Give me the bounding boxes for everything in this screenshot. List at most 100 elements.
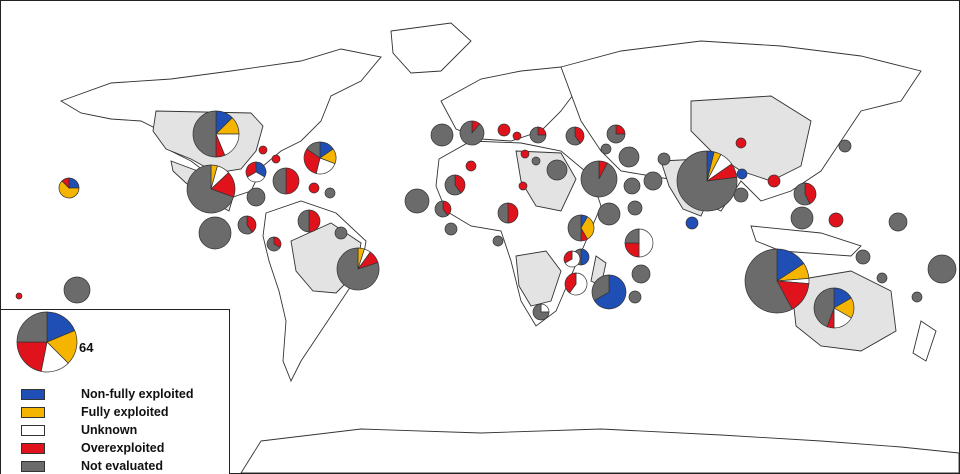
map-pie-chart — [308, 182, 320, 194]
map-pie-chart — [444, 222, 458, 236]
pie-slice-ne — [631, 264, 651, 284]
map-pie-chart — [685, 216, 699, 230]
map-pie-chart — [192, 110, 240, 158]
map-pie-chart — [271, 154, 281, 164]
legend-swatch — [21, 442, 45, 454]
pie-slice-oe — [454, 174, 466, 194]
pie-slice-ne — [618, 146, 640, 168]
legend-item-non-fully-exploited: Non-fully exploited — [21, 387, 194, 401]
pie-slice-ne — [643, 171, 663, 191]
map-pie-chart — [564, 272, 588, 296]
pie-slice-oe — [518, 181, 528, 191]
pie-slice-nfe — [736, 168, 748, 180]
pie-slice-ne — [855, 249, 871, 265]
map-pie-chart — [497, 202, 519, 224]
new-zealand — [912, 320, 937, 362]
map-pie-chart — [459, 120, 485, 146]
legend-label: Non-fully exploited — [81, 387, 194, 401]
pie-slice-ne — [198, 216, 232, 250]
pie-slice-ne — [430, 123, 454, 147]
pie-slice-oe — [285, 167, 300, 195]
pie-charts — [15, 110, 957, 329]
pie-slice-ne — [246, 187, 266, 207]
map-pie-chart — [736, 168, 748, 180]
pie-slice-ne — [186, 164, 235, 214]
pie-slice-ne — [627, 200, 643, 216]
pie-slice-ne — [306, 141, 321, 159]
pie-slice-ne — [434, 200, 449, 218]
pie-slice-unk — [569, 272, 588, 296]
pie-slice-ne — [606, 124, 626, 144]
pie-slice-ne — [63, 276, 91, 304]
pie-slice-nfe — [593, 274, 627, 310]
map-pie-chart — [927, 254, 957, 284]
pie-slice-ne — [600, 143, 612, 155]
pie-slice-ne — [404, 188, 430, 214]
map-pie-chart — [497, 123, 511, 137]
pie-slice-nfe — [685, 216, 699, 230]
pie-slice-oe — [520, 149, 530, 159]
map-pie-chart — [266, 236, 282, 252]
map-pie-chart — [531, 156, 541, 166]
pie-slice-unk — [638, 228, 654, 258]
pie-slice-ne — [272, 167, 287, 195]
pie-slice-ne — [324, 187, 336, 199]
pie-slice-ne — [192, 110, 217, 158]
pie-slice-oe — [245, 161, 257, 178]
map-pie-chart — [744, 248, 810, 314]
map-pie-chart — [186, 164, 236, 214]
map-pie-chart — [58, 177, 80, 199]
map-pie-chart — [676, 150, 738, 212]
southern-africa — [515, 250, 562, 307]
greenland — [390, 22, 472, 74]
pie-slice-ne — [532, 303, 550, 321]
pie-slice-oe — [804, 182, 817, 205]
map-pie-chart — [813, 287, 855, 329]
pie-slice-ne — [567, 214, 582, 242]
map-pie-chart — [245, 161, 267, 183]
map-pie-chart — [793, 182, 817, 206]
pie-slice-ne — [813, 287, 835, 328]
legend-item-unknown: Unknown — [21, 423, 137, 437]
pie-slice-ne — [624, 228, 640, 244]
map-pie-chart — [492, 235, 504, 247]
map-pie-chart — [591, 274, 627, 310]
map-pie-chart — [63, 276, 91, 304]
pie-slice-oe — [735, 137, 747, 149]
pie-slice-oe — [246, 215, 257, 233]
map-pie-chart — [336, 247, 380, 291]
map-pie-chart — [618, 146, 640, 168]
map-pie-chart — [567, 214, 595, 242]
pie-slice-ne — [838, 139, 852, 153]
pie-slice-ne — [876, 272, 888, 284]
map-pie-chart — [258, 145, 268, 155]
map-pie-chart — [565, 126, 585, 146]
pie-slice-ne — [790, 206, 814, 230]
pie-slice-ne — [591, 274, 610, 301]
pie-slice-oe — [564, 272, 577, 294]
legend-item-not-evaluated: Not evaluated — [21, 459, 163, 473]
pie-slice-oe — [512, 131, 522, 141]
pie-slice-oe — [308, 209, 321, 233]
map-pie-chart — [911, 291, 923, 303]
map-pie-chart — [828, 212, 844, 228]
pie-slice-nfe — [68, 177, 80, 189]
pie-slice-ne — [888, 212, 908, 232]
legend-scale-label: 64 — [79, 340, 94, 355]
pie-slice-oe — [507, 202, 519, 224]
map-pie-chart — [563, 250, 581, 268]
map-pie-chart — [334, 226, 348, 240]
map-pie-chart — [520, 149, 530, 159]
pie-slice-ne — [459, 120, 485, 146]
pie-slice-oe — [61, 177, 70, 189]
map-pie-chart — [529, 126, 547, 144]
map-pie-chart — [767, 174, 781, 188]
map-pie-chart — [600, 143, 612, 155]
pie-slice-oe — [574, 126, 585, 144]
pie-slice-fe — [58, 180, 80, 199]
pie-slice-ne — [793, 182, 811, 206]
legend-label: Overexploited — [81, 441, 165, 455]
legend-label: Fully exploited — [81, 405, 169, 419]
legend-pie-chart — [16, 311, 78, 373]
